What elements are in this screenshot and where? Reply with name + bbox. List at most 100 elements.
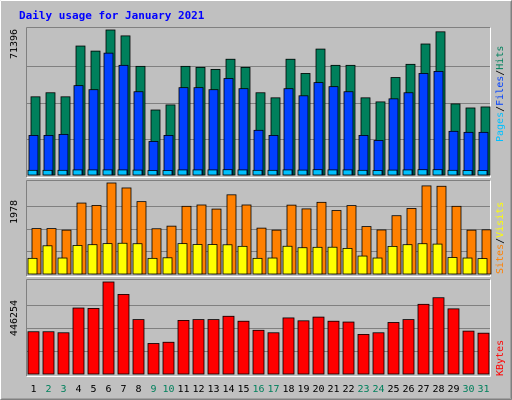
day-label-6: 6 <box>105 384 111 395</box>
kbytes-bar-day-28 <box>432 297 445 375</box>
sites-bar-day-10 <box>162 257 173 275</box>
kbytes-bar-day-13 <box>207 319 220 375</box>
day-label-28: 28 <box>432 384 444 395</box>
sites-bar-day-6 <box>102 243 113 275</box>
kbytes-bar-day-10 <box>162 341 175 375</box>
files-bar-day-1 <box>28 134 39 176</box>
files-bar-day-29 <box>448 130 459 176</box>
pages-bar-day-17 <box>267 169 278 176</box>
sites-bar-day-30 <box>462 257 473 275</box>
pages-bar-day-24 <box>372 170 383 176</box>
day-label-25: 25 <box>387 384 399 395</box>
day-label-8: 8 <box>135 384 141 395</box>
legend-slash: / <box>495 70 506 76</box>
day-label-21: 21 <box>327 384 339 395</box>
sites-bar-day-2 <box>42 245 53 275</box>
kbytes-bar-day-20 <box>312 316 325 375</box>
kbytes-bar-day-30 <box>462 330 475 375</box>
sites-bar-day-31 <box>477 258 488 275</box>
sites-bar-day-3 <box>57 257 68 275</box>
day-label-31: 31 <box>477 384 489 395</box>
kbytes-bar-day-23 <box>357 334 370 375</box>
legend-slash: / <box>495 238 506 244</box>
kbytes-bar-day-16 <box>252 329 265 375</box>
day-label-24: 24 <box>372 384 384 395</box>
files-bar-day-9 <box>148 141 159 176</box>
files-bar-day-3 <box>58 133 69 176</box>
kbytes-panel-ytick-label: 446254 <box>9 300 20 336</box>
day-label-9: 9 <box>150 384 156 395</box>
files-bar-day-20 <box>313 82 324 176</box>
pages-bar-day-30 <box>462 170 473 176</box>
day-label-22: 22 <box>342 384 354 395</box>
legend-slash: / <box>495 106 506 112</box>
kbytes-bar-day-9 <box>147 343 160 375</box>
sites-bar-day-19 <box>297 247 308 275</box>
pages-bar-day-11 <box>177 169 188 176</box>
pages-bar-day-26 <box>402 169 413 176</box>
kbytes-bar-day-8 <box>132 319 145 375</box>
files-bar-day-7 <box>118 64 129 176</box>
day-label-3: 3 <box>60 384 66 395</box>
hits-files-pages-panel <box>26 27 491 178</box>
files-bar-day-30 <box>463 131 474 176</box>
day-label-5: 5 <box>90 384 96 395</box>
kbytes-bar-day-18 <box>282 317 295 375</box>
pages-bar-day-14 <box>222 169 233 176</box>
pages-bar-day-27 <box>417 169 428 176</box>
pages-bar-day-1 <box>27 169 38 176</box>
kbytes-bar-day-27 <box>417 303 430 375</box>
sites-bar-day-13 <box>207 244 218 275</box>
day-label-26: 26 <box>402 384 414 395</box>
pages-bar-day-10 <box>162 170 173 176</box>
day-label-14: 14 <box>222 384 234 395</box>
day-label-11: 11 <box>177 384 189 395</box>
pages-bar-day-8 <box>132 169 143 176</box>
day-label-18: 18 <box>282 384 294 395</box>
day-label-7: 7 <box>120 384 126 395</box>
pages-bar-day-19 <box>297 169 308 176</box>
files-bar-day-12 <box>193 87 204 176</box>
files-bar-day-13 <box>208 89 219 176</box>
kbytes-bar-day-17 <box>267 332 280 375</box>
sites-bar-day-18 <box>282 245 293 275</box>
pages-bar-day-21 <box>327 169 338 176</box>
kbytes-bar-day-15 <box>237 320 250 375</box>
pages-bar-day-18 <box>282 169 293 176</box>
files-bar-day-2 <box>43 134 54 176</box>
files-bar-day-25 <box>388 98 399 176</box>
kbytes-bar-day-5 <box>87 308 100 375</box>
legend-kbytes: KBytes <box>495 340 506 376</box>
day-label-23: 23 <box>357 384 369 395</box>
day-label-30: 30 <box>462 384 474 395</box>
day-label-17: 17 <box>267 384 279 395</box>
pages-bar-day-12 <box>192 169 203 176</box>
sites-bar-day-1 <box>27 257 38 275</box>
sites-bar-day-21 <box>327 246 338 275</box>
hits-panel-ytick-label: 71396 <box>9 29 20 59</box>
day-label-19: 19 <box>297 384 309 395</box>
kbytes-bar-day-22 <box>342 321 355 375</box>
sites-bar-day-12 <box>192 244 203 275</box>
kbytes-bar-day-19 <box>297 320 310 375</box>
legend-visits: Visits <box>495 202 506 238</box>
sites-bar-day-9 <box>147 257 158 275</box>
kbytes-bar-day-26 <box>402 319 415 375</box>
day-label-29: 29 <box>447 384 459 395</box>
sites-bar-day-27 <box>417 243 428 275</box>
sites-bar-day-29 <box>447 257 458 275</box>
sites-bar-day-20 <box>312 246 323 275</box>
sites-bar-day-5 <box>87 244 98 275</box>
sites-bar-day-23 <box>357 255 368 275</box>
files-bar-day-26 <box>403 92 414 176</box>
visits-panel-legend: Sites/Visits <box>495 202 506 274</box>
kbytes-bar-day-1 <box>27 331 40 375</box>
sites-bar-day-28 <box>432 243 443 275</box>
files-bar-day-10 <box>163 134 174 176</box>
sites-bar-day-11 <box>177 243 188 275</box>
day-label-12: 12 <box>192 384 204 395</box>
sites-bar-day-26 <box>402 244 413 275</box>
sites-bar-day-24 <box>372 257 383 275</box>
kbytes-bar-day-14 <box>222 315 235 375</box>
pages-bar-day-7 <box>117 169 128 176</box>
